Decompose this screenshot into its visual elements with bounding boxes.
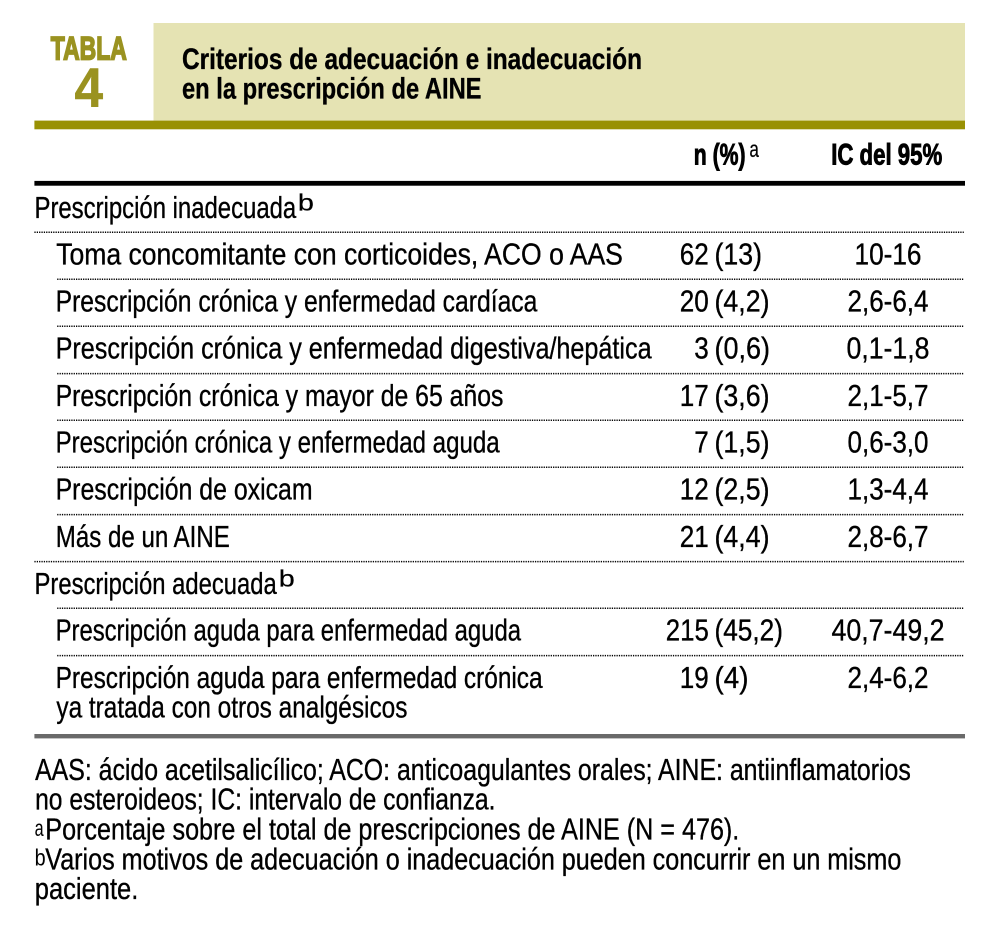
svg-text:40,7-49,2: 40,7-49,2 bbox=[832, 614, 945, 648]
svg-text:Prescripción inadecuada: Prescripción inadecuada bbox=[35, 191, 297, 225]
svg-text:215: 215 bbox=[666, 614, 709, 648]
svg-text:7: 7 bbox=[694, 426, 709, 460]
svg-text:IC del 95%: IC del 95% bbox=[831, 138, 942, 171]
svg-text:19: 19 bbox=[680, 661, 709, 695]
svg-text:Prescripción aguda para enferm: Prescripción aguda para enfermedad cróni… bbox=[56, 661, 543, 695]
svg-text:Prescripción adecuada: Prescripción adecuada bbox=[35, 567, 277, 601]
svg-text:Prescripción aguda para enferm: Prescripción aguda para enfermedad aguda bbox=[56, 614, 521, 648]
svg-text:no esteroideos; IC: intervalo: no esteroideos; IC: intervalo de confian… bbox=[35, 783, 495, 817]
svg-text:(45,2): (45,2) bbox=[715, 614, 784, 648]
svg-text:paciente.: paciente. bbox=[35, 872, 139, 906]
svg-text:(4,4): (4,4) bbox=[715, 520, 770, 554]
svg-text:(0,6): (0,6) bbox=[715, 332, 771, 366]
svg-text:0,6-3,0: 0,6-3,0 bbox=[848, 426, 929, 460]
svg-text:Criterios de adecuación e inad: Criterios de adecuación e inadecuación bbox=[182, 43, 642, 76]
svg-text:(2,5): (2,5) bbox=[715, 473, 770, 507]
svg-text:en la prescripción de AINE: en la prescripción de AINE bbox=[182, 73, 482, 106]
svg-text:a: a bbox=[749, 136, 759, 162]
svg-text:3: 3 bbox=[694, 332, 709, 366]
svg-text:10-16: 10-16 bbox=[855, 238, 922, 272]
svg-text:b: b bbox=[298, 189, 314, 215]
svg-text:Prescripción crónica y enferme: Prescripción crónica y enfermedad digest… bbox=[56, 332, 652, 366]
svg-text:Prescripción de oxicam: Prescripción de oxicam bbox=[56, 473, 313, 507]
svg-text:b: b bbox=[279, 565, 295, 591]
svg-text:(3,6): (3,6) bbox=[715, 379, 770, 413]
svg-text:2,4-6,2: 2,4-6,2 bbox=[848, 661, 929, 695]
svg-text:4: 4 bbox=[75, 56, 104, 119]
svg-text:Prescripción crónica y enferme: Prescripción crónica y enfermedad aguda bbox=[56, 426, 500, 460]
svg-text:b: b bbox=[35, 844, 46, 870]
svg-text:Varios motivos de adecuación o: Varios motivos de adecuación o inadecuac… bbox=[45, 842, 901, 876]
svg-text:Prescripción crónica y mayor d: Prescripción crónica y mayor de 65 años bbox=[56, 379, 504, 413]
svg-text:0,1-1,8: 0,1-1,8 bbox=[847, 332, 930, 366]
svg-text:2,6-6,4: 2,6-6,4 bbox=[848, 285, 929, 319]
svg-text:AAS: ácido acetilsalicílico; A: AAS: ácido acetilsalicílico; ACO: antico… bbox=[35, 753, 911, 787]
svg-text:20: 20 bbox=[680, 285, 709, 319]
svg-text:21: 21 bbox=[680, 520, 709, 554]
svg-text:n (%): n (%) bbox=[694, 138, 746, 171]
svg-text:1,3-4,4: 1,3-4,4 bbox=[848, 473, 929, 507]
svg-text:(4,2): (4,2) bbox=[715, 285, 770, 319]
svg-text:Toma concomitante con corticoi: Toma concomitante con corticoides, ACO o… bbox=[56, 238, 623, 272]
svg-text:Más de un AINE: Más de un AINE bbox=[56, 520, 230, 554]
svg-text:Porcentaje sobre el total de p: Porcentaje sobre el total de prescripcio… bbox=[45, 813, 739, 847]
svg-text:ya tratada con otros analgésic: ya tratada con otros analgésicos bbox=[56, 691, 407, 725]
svg-text:(13): (13) bbox=[715, 238, 763, 272]
svg-text:2,1-5,7: 2,1-5,7 bbox=[848, 379, 929, 413]
svg-text:(4): (4) bbox=[715, 661, 749, 695]
svg-text:12: 12 bbox=[680, 473, 709, 507]
svg-text:(1,5): (1,5) bbox=[715, 426, 770, 460]
svg-text:62: 62 bbox=[680, 238, 709, 272]
svg-text:TABLA: TABLA bbox=[51, 30, 127, 66]
svg-text:Prescripción crónica y enferme: Prescripción crónica y enfermedad cardía… bbox=[56, 285, 538, 319]
svg-text:17: 17 bbox=[680, 379, 709, 413]
svg-text:2,8-6,7: 2,8-6,7 bbox=[848, 520, 929, 554]
svg-text:a: a bbox=[35, 815, 45, 841]
